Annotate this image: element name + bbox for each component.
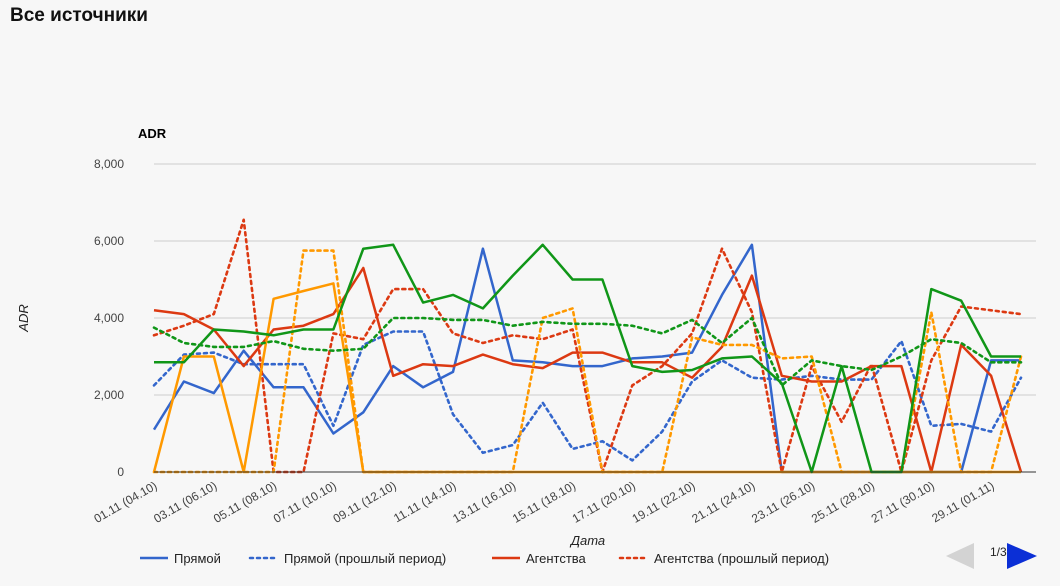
y-axis-ticks: 0 2,000 4,000 6,000 8,000 — [94, 157, 124, 479]
series-line — [154, 243, 1021, 474]
y-tick-label: 4,000 — [94, 311, 124, 325]
x-tick-label: 13.11 (16.10) — [450, 478, 518, 525]
x-tick-label: 25.11 (28.10) — [809, 478, 877, 525]
x-tick-label: 23.11 (26.10) — [749, 478, 817, 525]
x-tick-label: 19.11 (22.10) — [630, 478, 698, 525]
chart-title: ADR — [138, 126, 167, 141]
series-line — [152, 316, 1023, 387]
series-line — [152, 330, 1023, 462]
x-tick-label: 17.11 (20.10) — [570, 478, 638, 525]
legend-label: Прямой (прошлый период) — [284, 551, 446, 566]
legend-label: Агентства — [526, 551, 587, 566]
legend-label: Агентства (прошлый период) — [654, 551, 829, 566]
prev-page-button[interactable] — [946, 543, 974, 569]
x-tick-label: 01.11 (04.10) — [91, 478, 159, 525]
page-title: Все источники — [10, 5, 148, 26]
legend-label: Прямой — [174, 551, 221, 566]
x-tick-label: 27.11 (30.10) — [869, 478, 937, 525]
x-tick-label: 15.11 (18.10) — [510, 478, 578, 525]
y-axis-title: ADR — [16, 304, 31, 332]
x-tick-label: 21.11 (24.10) — [689, 478, 757, 525]
x-tick-label: 09.11 (12.10) — [331, 478, 399, 525]
legend: Прямой Прямой (прошлый период) Агентства Аг… — [140, 551, 829, 566]
next-page-button[interactable] — [1007, 543, 1037, 569]
x-tick-label: 05.11 (08.10) — [211, 478, 279, 525]
x-tick-label: 29.11 (01.11) — [929, 478, 996, 525]
x-axis-title: Дата — [569, 533, 605, 548]
y-tick-label: 6,000 — [94, 234, 124, 248]
y-tick-label: 8,000 — [94, 157, 124, 171]
page-indicator: 1/3 — [990, 545, 1007, 559]
series-line — [153, 266, 1023, 474]
y-tick-label: 2,000 — [94, 388, 124, 402]
series-lines — [152, 218, 1023, 474]
x-tick-label: 07.11 (10.10) — [271, 478, 339, 525]
x-tick-label: 03.11 (06.10) — [151, 478, 219, 525]
series-line — [152, 218, 1023, 474]
pager: 1/3 — [946, 543, 1037, 569]
y-tick-label: 0 — [117, 465, 124, 479]
x-axis-ticks: 01.11 (04.10)03.11 (06.10)05.11 (08.10)0… — [91, 478, 996, 525]
x-tick-label: 11.11 (14.10) — [391, 478, 458, 525]
